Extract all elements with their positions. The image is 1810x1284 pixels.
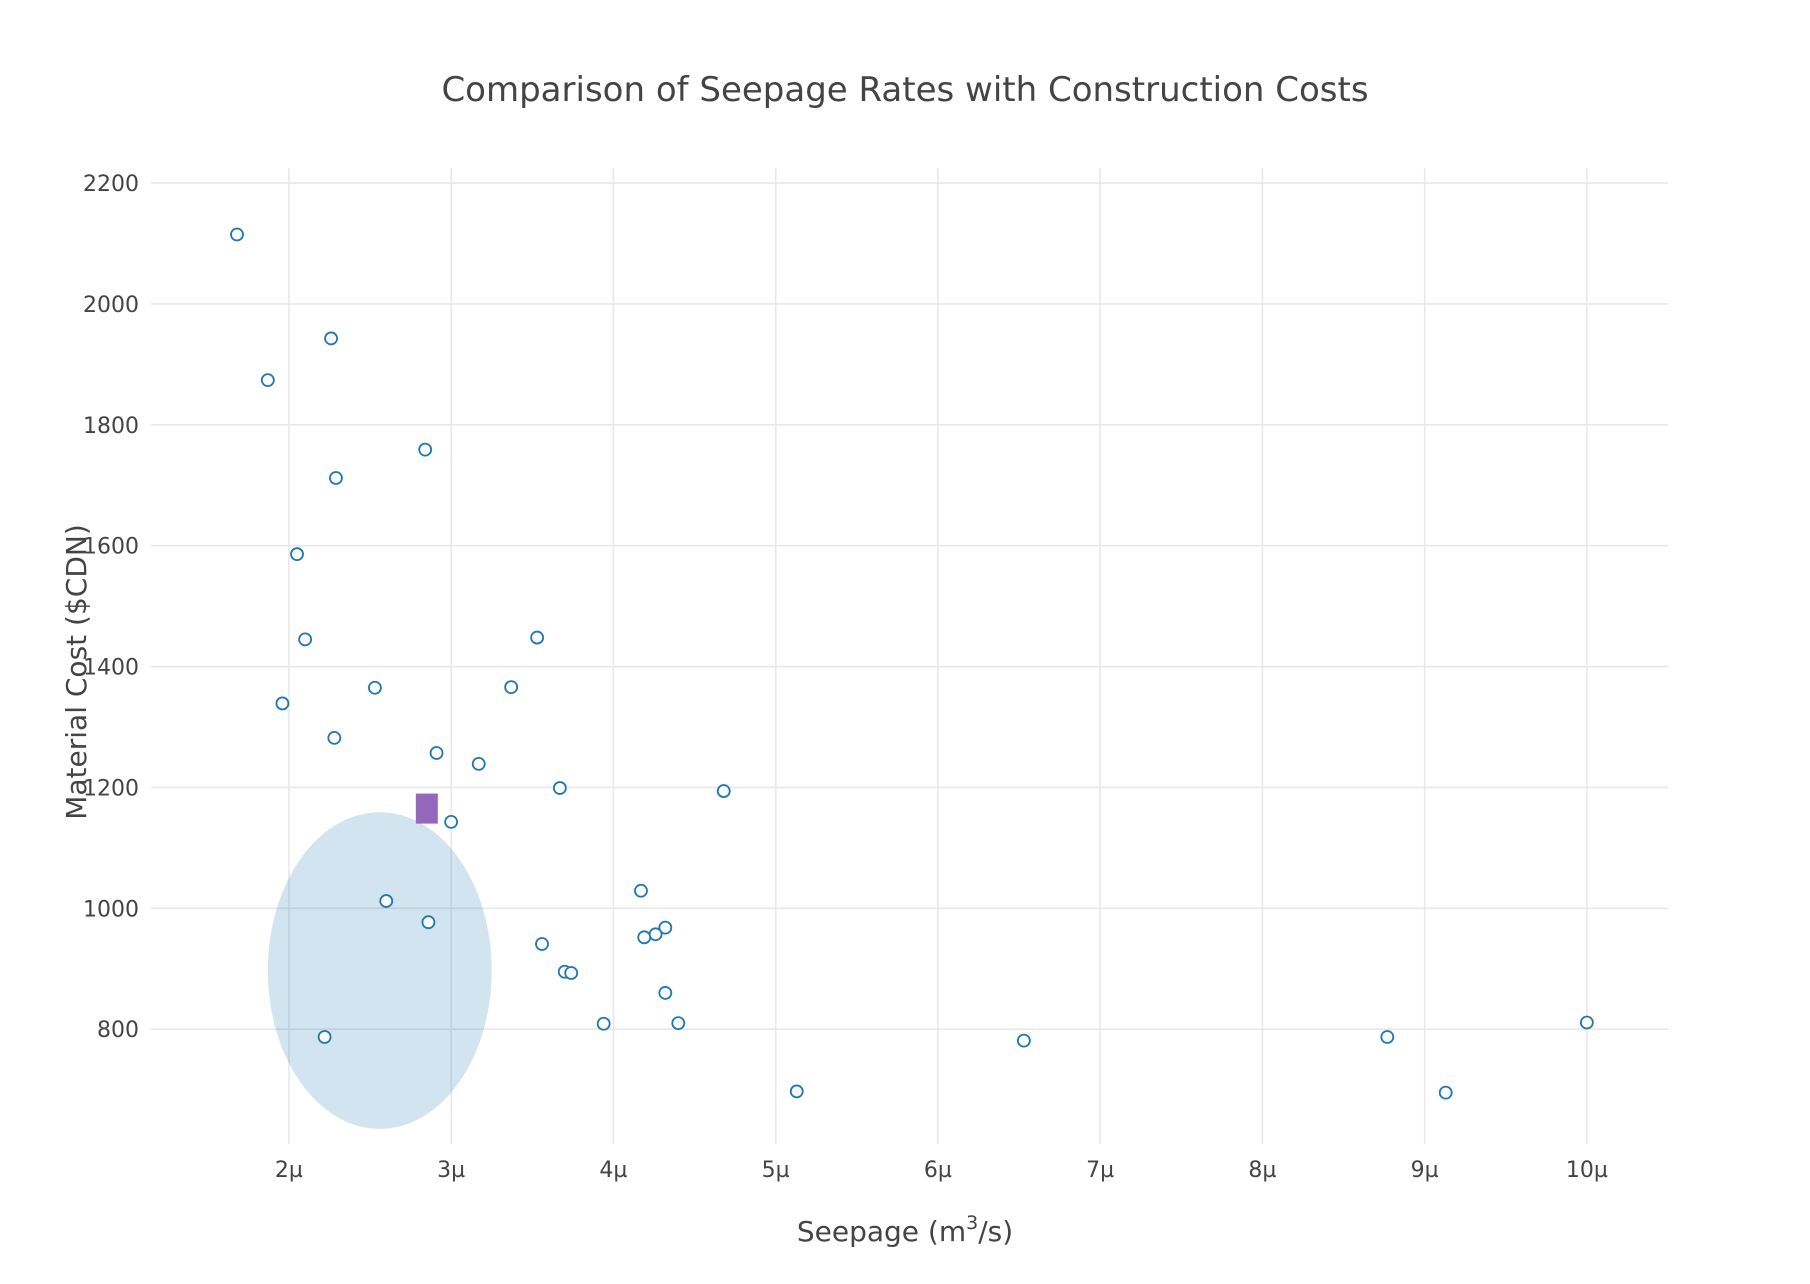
y-tick-label: 1400 [83, 656, 139, 681]
x-tick-label: 2µ [275, 1158, 303, 1183]
data-point [444, 814, 459, 829]
data-point [658, 920, 673, 935]
data-point [648, 927, 663, 942]
data-point [596, 1016, 611, 1031]
data-point [504, 680, 519, 695]
data-point [530, 630, 545, 645]
data-point [324, 331, 338, 346]
chart-title: Comparison of Seepage Rates with Constru… [441, 70, 1368, 110]
x-axis-ticks: 2µ 3µ 4µ 5µ 6µ 7µ 8µ 9µ 10µ [275, 1158, 1608, 1183]
data-point [317, 1030, 332, 1044]
y-tick-label: 800 [97, 1018, 139, 1043]
y-tick-label: 1000 [83, 897, 139, 922]
highlight-region-ellipse [267, 812, 492, 1129]
data-point [329, 471, 343, 485]
data-point [564, 966, 579, 980]
y-tick-label: 1200 [83, 776, 139, 801]
x-gridlines [288, 168, 1588, 1144]
y-tick-label: 2000 [83, 293, 139, 318]
x-axis-title-superscript: 3 [966, 1212, 978, 1234]
x-tick-label: 8µ [1248, 1158, 1276, 1183]
x-tick-label: 5µ [762, 1158, 790, 1183]
data-point [367, 680, 382, 695]
data-point [290, 547, 304, 562]
y-axis-ticks: 800 1000 1200 1400 1600 1800 2000 2200 [83, 172, 139, 1043]
data-point [716, 784, 731, 798]
data-point [418, 442, 433, 457]
x-axis-title-base: Seepage (m [797, 1215, 966, 1248]
data-point [379, 894, 394, 908]
y-tick-label: 1600 [83, 535, 139, 560]
data-point [429, 746, 444, 760]
data-point [230, 227, 244, 242]
data-point [1438, 1085, 1453, 1100]
data-points [230, 227, 1594, 1100]
data-point [327, 730, 342, 745]
highlight-marker-layer [415, 793, 438, 824]
y-tick-label: 2200 [83, 172, 139, 197]
data-point [298, 632, 313, 647]
data-point [658, 986, 673, 1000]
x-tick-label: 6µ [924, 1158, 952, 1183]
data-point [535, 937, 549, 951]
data-point [421, 915, 436, 930]
x-axis-title: Seepage (m3/s) [797, 1212, 1013, 1248]
x-tick-label: 3µ [437, 1158, 465, 1183]
data-point [471, 756, 486, 771]
y-gridlines [151, 182, 1668, 1030]
y-axis-title: Material Cost ($CDN) [60, 524, 93, 820]
data-point [637, 930, 652, 945]
data-point [1016, 1033, 1031, 1048]
highlight-marker [415, 793, 438, 824]
data-point [789, 1084, 804, 1099]
x-axis-title-tail: /s) [978, 1215, 1013, 1248]
data-point [1380, 1030, 1395, 1044]
x-tick-label: 10µ [1566, 1158, 1608, 1183]
x-tick-label: 4µ [599, 1158, 627, 1183]
data-point [634, 883, 648, 898]
x-tick-label: 9µ [1411, 1158, 1439, 1183]
data-point [552, 781, 567, 795]
data-point [260, 373, 275, 388]
data-point [275, 696, 290, 711]
x-tick-label: 7µ [1086, 1158, 1114, 1183]
data-point [1579, 1015, 1594, 1030]
highlight-region-layer [267, 812, 492, 1129]
y-tick-label: 1800 [83, 414, 139, 439]
data-point [671, 1016, 686, 1031]
